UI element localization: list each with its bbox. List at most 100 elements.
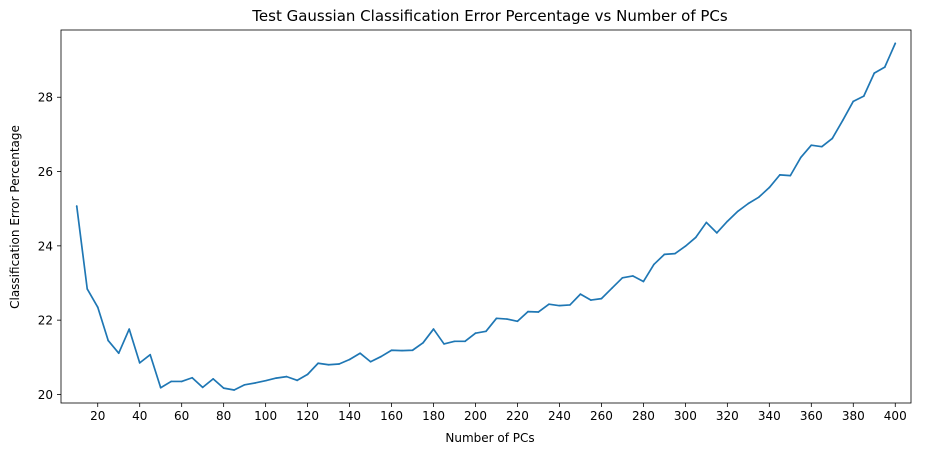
x-tick-label: 280 [632,409,655,423]
data-point [737,210,739,213]
data-point [369,360,372,363]
y-axis: 20 22 24 26 28 [38,91,61,402]
data-point [590,299,592,301]
data-point [548,303,550,306]
data-point [348,358,351,361]
x-tick-label: 20 [90,409,105,423]
data-point [453,340,456,343]
data-point [653,263,655,266]
data-point [390,349,393,352]
x-tick-label: 340 [758,409,781,423]
data-point [820,145,823,148]
y-tick-label: 28 [38,91,53,105]
x-tick-label: 320 [716,409,739,423]
x-tick-label: 400 [884,409,907,423]
data-point [506,318,508,320]
data-point [233,389,235,391]
data-point [191,376,194,379]
data-point [254,382,256,384]
x-tick-label: 180 [422,409,445,423]
data-point [799,156,802,159]
data-point [705,221,708,224]
data-point [768,186,771,189]
data-point [569,304,571,306]
data-point [642,280,645,283]
plot-area-frame [60,29,912,404]
x-tick-label: 140 [338,409,361,423]
data-point [810,144,813,147]
x-tick-label: 260 [590,409,613,423]
data-point [285,375,288,378]
data-point [170,380,173,383]
x-tick-label: 60 [174,409,189,423]
x-axis-label: Number of PCs [445,431,534,445]
data-point [873,72,876,74]
data-point [96,306,99,308]
data-point [495,317,498,320]
data-point [852,100,855,103]
data-point [841,119,844,122]
data-point [726,220,729,223]
data-point [600,297,603,300]
data-point [380,355,382,358]
chart-title: Test Gaussian Classification Error Perce… [251,7,728,25]
data-point [684,245,687,248]
data-point [86,288,89,290]
data-point [264,379,267,382]
data-point [789,174,792,177]
data-point [674,252,676,255]
data-point [632,275,634,277]
data-point [422,341,424,344]
data-point [474,332,477,335]
y-axis-label: Classification Error Percentage [8,125,22,309]
x-tick-label: 80 [216,409,231,423]
data-point [327,363,330,366]
data-point [117,352,120,355]
data-point [579,293,582,295]
x-axis: 20 40 60 80 100 120 140 160 180 200 220 240 260 280 30… [90,403,907,423]
data-point [411,349,414,352]
x-tick-label: 100 [254,409,277,423]
x-tick-label: 120 [296,409,319,423]
data-point [894,42,897,45]
data-point [747,202,750,205]
data-point [443,343,445,345]
data-point [107,339,110,342]
data-point [464,340,466,343]
data-point [401,349,403,352]
data-point [621,276,624,279]
data-point [212,378,215,380]
data-point [138,362,141,364]
data-point [243,383,246,386]
data-point [883,66,886,68]
data-point [149,353,152,356]
data-point [862,95,865,97]
data-point [831,137,834,140]
x-tick-label: 200 [464,409,487,423]
x-tick-label: 360 [800,409,823,423]
data-point [180,380,183,383]
data-point [159,386,162,389]
data-point [128,328,131,330]
data-point [778,174,781,176]
data-point [201,386,204,389]
data-point [359,352,361,355]
data-point [485,330,487,333]
data-point [663,253,666,256]
y-tick-label: 26 [38,165,53,179]
data-point [306,373,309,376]
y-tick-label: 20 [38,388,53,402]
x-tick-label: 380 [842,409,865,423]
data-point [716,232,718,234]
data-point [338,363,340,365]
x-tick-label: 40 [132,409,147,423]
x-tick-label: 300 [674,409,697,423]
data-point [75,205,78,207]
x-tick-label: 220 [506,409,529,423]
data-point [317,362,319,365]
data-point [527,310,529,313]
data-point [275,377,277,379]
error-rate-line [75,42,897,391]
data-point [611,287,613,290]
